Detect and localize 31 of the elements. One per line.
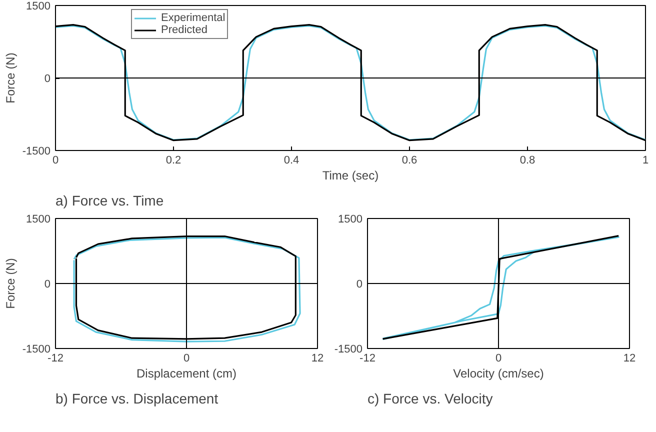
y-axis-title: Force (N)	[3, 52, 18, 104]
legend-label: Predicted	[161, 24, 208, 36]
y-tick-label: -1500	[334, 344, 363, 356]
text: a) Force vs. Time	[56, 192, 164, 208]
y-tick-label: 0	[356, 278, 363, 290]
x-tick-label: 0	[495, 352, 502, 364]
y-tick-label: 1500	[338, 214, 363, 226]
y-tick-label: -1500	[22, 344, 51, 356]
legend-label: Experimental	[161, 12, 226, 24]
x-axis-title: Displacement (cm)	[136, 366, 237, 380]
text: b) Force vs. Displacement	[56, 390, 218, 406]
x-tick-label: -12	[360, 352, 376, 364]
y-tick-label: 1500	[26, 214, 51, 226]
x-tick-label: 0	[52, 154, 59, 166]
x-axis-title: Time (sec)	[322, 168, 379, 182]
x-tick-label: 1	[642, 154, 649, 166]
y-tick-label: 0	[44, 73, 51, 85]
x-tick-label: 12	[311, 352, 324, 364]
x-tick-label: 0.6	[402, 154, 418, 166]
text: c) Force vs. Velocity	[368, 390, 493, 406]
x-tick-label: 0.4	[284, 154, 300, 166]
x-tick-label: 12	[623, 352, 636, 364]
x-tick-label: 0.8	[520, 154, 536, 166]
y-tick-label: 1500	[26, 0, 51, 12]
y-tick-label: -1500	[22, 146, 51, 158]
x-axis-title: Velocity (cm/sec)	[453, 366, 544, 380]
x-tick-label: 0.2	[166, 154, 182, 166]
y-tick-label: 0	[44, 278, 51, 290]
x-tick-label: 0	[183, 352, 190, 364]
y-axis-title: Force (N)	[3, 258, 18, 309]
x-tick-label: -12	[48, 352, 64, 364]
